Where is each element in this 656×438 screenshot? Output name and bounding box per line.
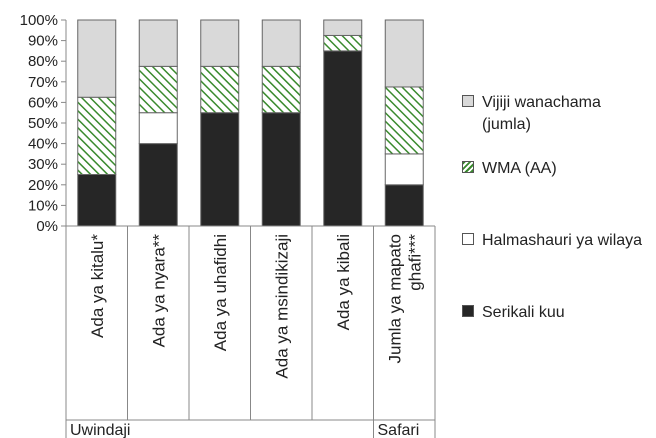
y-tick-label: 60% — [28, 94, 58, 111]
x-tick-label: Ada ya nyara** — [149, 234, 168, 348]
bar-segment — [261, 19, 301, 67]
y-tick-label: 90% — [28, 33, 58, 50]
y-tick-label: 20% — [28, 177, 58, 194]
svg-text:Ada ya msindikizaji: Ada ya msindikizaji — [272, 234, 291, 379]
x-tick-label: Ada ya msindikizaji — [272, 234, 291, 379]
x-group-label: Uwindaji — [70, 422, 130, 438]
bar-segment — [200, 65, 240, 114]
bar-segment — [138, 143, 178, 227]
y-axis: 0% 10% 20% 30% 40% 50% 60% 70% 80% 90% 100% — [20, 12, 67, 235]
bar-segment — [323, 19, 363, 36]
legend-swatch-vijiji — [462, 95, 474, 107]
bars — [77, 19, 424, 227]
svg-text:Ada ya kibali: Ada ya kibali — [334, 234, 353, 330]
legend-label-halmashauri: Halmashauri ya wilaya — [482, 232, 643, 249]
bar-segment — [138, 19, 178, 67]
bar-segment — [77, 19, 117, 98]
svg-text:ghafi***: ghafi*** — [405, 234, 424, 291]
bar-segment — [261, 65, 301, 114]
bar-segment — [77, 96, 117, 175]
legend-swatch-wma — [462, 161, 474, 173]
legend-swatch-serikali — [462, 305, 474, 317]
x-tick-label: Ada ya kibali — [334, 234, 353, 330]
x-tick-label: Ada ya kitalu* — [88, 234, 107, 338]
x-axis: Ada ya kitalu* Ada ya nyara** Ada ya uhafi… — [65, 225, 436, 438]
svg-text:Ada ya nyara**: Ada ya nyara** — [149, 234, 168, 348]
y-tick-label: 10% — [28, 197, 58, 214]
bar-segment — [384, 184, 424, 227]
bar-segment — [384, 153, 424, 186]
bar-segment — [323, 50, 363, 227]
bar-segment — [138, 65, 178, 114]
legend-swatch-halmashauri — [462, 233, 474, 245]
y-tick-label: 80% — [28, 53, 58, 70]
bar-segment — [384, 19, 424, 88]
y-tick-label: 30% — [28, 156, 58, 173]
legend-item-serikali: Serikali kuu — [462, 302, 652, 324]
svg-text:Ada ya kitalu*: Ada ya kitalu* — [88, 234, 107, 338]
y-tick-label: 50% — [28, 115, 58, 132]
bar-segment — [384, 86, 424, 155]
bar-segment — [200, 112, 240, 227]
y-tick-label: 0% — [36, 218, 58, 235]
svg-text:Jumla ya mapato: Jumla ya mapato — [385, 234, 404, 363]
legend-item-halmashauri: Halmashauri ya wilaya — [462, 230, 652, 252]
svg-text:Ada ya uhafidhi: Ada ya uhafidhi — [211, 234, 230, 351]
legend-item-vijiji: Vijiji wanachama (jumla) — [462, 92, 652, 136]
y-tick-label: 70% — [28, 74, 58, 91]
legend-label-serikali: Serikali kuu — [482, 304, 565, 321]
bar-segment — [261, 112, 301, 227]
bar-segment — [200, 19, 240, 67]
bar-segment — [323, 34, 363, 52]
x-tick-label: Ada ya uhafidhi — [211, 234, 230, 351]
legend-label-wma: WMA (AA) — [482, 160, 557, 177]
bar-segment — [77, 174, 117, 227]
y-tick-label: 40% — [28, 136, 58, 153]
x-tick-label: Jumla ya mapato ghafi*** — [385, 234, 424, 364]
legend-item-wma: WMA (AA) — [462, 158, 652, 180]
y-tick-label: 100% — [20, 12, 58, 29]
legend-label-vijiji: Vijiji wanachama (jumla) — [482, 94, 601, 133]
x-group-label: Safari — [378, 422, 420, 438]
bar-segment — [138, 112, 178, 145]
